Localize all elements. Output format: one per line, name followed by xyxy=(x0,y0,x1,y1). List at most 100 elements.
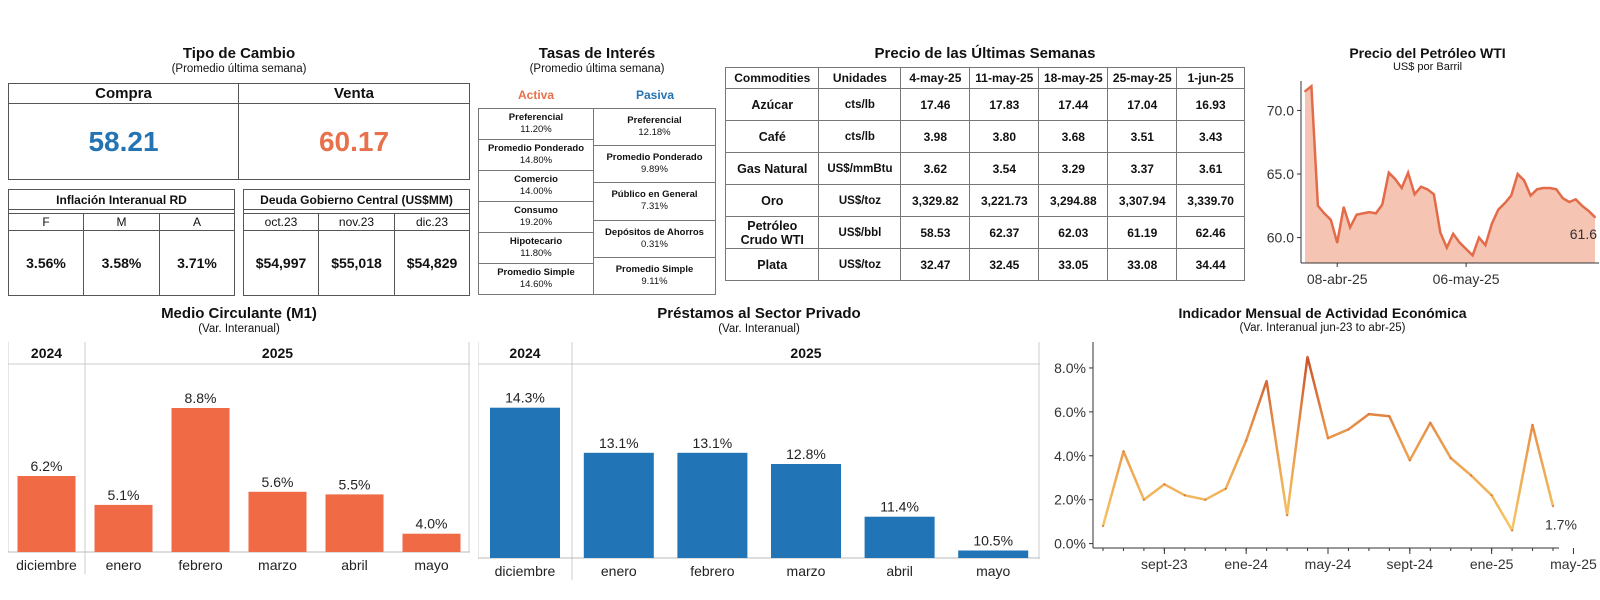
wti-point xyxy=(1516,173,1519,175)
rate-label: Depósitos de Ahorros xyxy=(605,226,704,238)
commodity-price: 17.44 xyxy=(1038,88,1109,121)
m1-category-label: diciembre xyxy=(16,557,77,573)
imae-x-tick-label: sept-23 xyxy=(1141,556,1188,572)
loans-category-label: mayo xyxy=(976,563,1010,579)
wti-chart: 60.0 65.0 70.0 08-abr-25 06-may-25 61.6 xyxy=(1267,81,1599,287)
wti-y-tick-label: 60.0 xyxy=(1267,230,1294,246)
loans-bar xyxy=(771,464,841,558)
commodity-price: 58.53 xyxy=(900,216,971,249)
imae-point xyxy=(1245,439,1248,442)
rates-active-label: Activa xyxy=(517,88,555,102)
wti-point xyxy=(1452,232,1455,235)
m1-group-label: 2024 xyxy=(31,345,62,361)
weekly-header-cell: 1-jun-25 xyxy=(1176,67,1245,89)
commodity-name: Petróleo Crudo WTI xyxy=(724,216,820,249)
debt-col-oct: oct.23 xyxy=(244,213,319,231)
wti-point xyxy=(1503,202,1506,205)
wti-point xyxy=(1478,236,1480,239)
commodity-price: 3.61 xyxy=(1176,152,1245,185)
m1-chart: 2024 2025 6.2% diciembre 5.1% enero 8.8% febrer… xyxy=(8,342,470,574)
m1-bar-label: 8.8% xyxy=(185,390,217,406)
imae-x-tick-label: may-25 xyxy=(1550,556,1597,572)
wti-point xyxy=(1497,208,1500,211)
weekly-row: Petróleo Crudo WTI US$/bbl 58.53 62.37 62.03… xyxy=(724,216,1245,249)
weekly-header-cell: 25-may-25 xyxy=(1107,67,1178,89)
rates-subtitle: (Promedio última semana) xyxy=(529,63,665,75)
wti-point xyxy=(1336,241,1339,244)
wti-point xyxy=(1387,171,1390,174)
imae-point xyxy=(1265,380,1268,383)
commodity-unit: US$/toz xyxy=(818,184,902,217)
rate-value: 14.60% xyxy=(519,279,553,290)
commodity-unit: cts/lb xyxy=(818,120,902,153)
inflation-title: Inflación Interanual RD xyxy=(9,190,234,210)
rates-title: Tasas de Interés xyxy=(538,45,656,62)
wti-point xyxy=(1407,171,1409,174)
weekly-header-row: Commodities Unidades 4-may-25 11-may-25 18-m… xyxy=(724,67,1245,89)
exchange-title: Tipo de Cambio xyxy=(182,45,296,62)
commodity-unit: US$/bbl xyxy=(818,216,902,249)
loans-group-label: 2025 xyxy=(790,345,821,361)
commodity-price: 3.43 xyxy=(1176,120,1245,153)
loans-bar-label: 11.4% xyxy=(880,499,919,515)
imae-point xyxy=(1204,498,1207,501)
imae-point xyxy=(1470,474,1473,477)
buy-value: 58.21 xyxy=(9,104,239,179)
imae-last-value-label: 1.7% xyxy=(1545,516,1577,532)
imae-point xyxy=(1327,437,1329,440)
loans-category-label: febrero xyxy=(690,563,735,579)
commodity-price: 61.19 xyxy=(1107,216,1178,249)
rate-label: Promedio Ponderado xyxy=(606,152,703,164)
m1-bar xyxy=(402,533,461,552)
imae-x-tick-label: sept-24 xyxy=(1386,556,1433,572)
imae-y-tick-label: 2.0% xyxy=(1054,492,1086,508)
loans-bar xyxy=(958,550,1029,558)
commodity-price: 3.62 xyxy=(900,152,971,185)
rate-label: Consumo xyxy=(514,205,558,216)
imae-point xyxy=(1429,421,1432,424)
commodity-price: 62.37 xyxy=(969,216,1040,249)
loans-subtitle: (Var. Interanual) xyxy=(718,323,800,335)
rate-value: 14.00% xyxy=(519,186,553,197)
rate-active-item: Comercio 14.00% xyxy=(478,170,594,202)
commodity-unit: cts/lb xyxy=(818,88,902,121)
wti-last-value-label: 61.6 xyxy=(1570,226,1597,242)
imae-point xyxy=(1367,413,1370,416)
rate-value: 12.18% xyxy=(638,127,671,139)
commodity-price: 3,221.73 xyxy=(969,184,1040,217)
imae-point xyxy=(1286,514,1289,517)
imae-point xyxy=(1102,525,1104,527)
wti-point xyxy=(1400,187,1403,189)
imae-point xyxy=(1388,415,1391,418)
debt-value-oct: $54,997 xyxy=(244,231,319,295)
weekly-header-cell: Commodities xyxy=(724,67,820,89)
commodity-unit: US$/mmBtu xyxy=(818,152,902,185)
wti-title: Precio del Petróleo WTI xyxy=(1349,45,1506,61)
loans-group-label: 2024 xyxy=(509,345,540,361)
commodity-price: 3,339.70 xyxy=(1176,184,1245,217)
commodity-name: Plata xyxy=(724,248,820,281)
debt-value-nov: $55,018 xyxy=(319,231,395,295)
rate-active-item: Hipotecario 11.80% xyxy=(478,232,594,264)
loans-bar xyxy=(583,452,654,558)
wti-point xyxy=(1523,179,1525,182)
loans-chart: 2024 2025 14.3% diciembre 13.1% enero 13.1% feb… xyxy=(478,342,1040,580)
commodity-price: 3.54 xyxy=(969,152,1040,185)
commodity-price: 17.04 xyxy=(1107,88,1178,121)
rate-passive-item: Depósitos de Ahorros 0.31% xyxy=(593,219,716,258)
wti-line xyxy=(1304,83,1596,258)
loans-bar-label: 12.8% xyxy=(786,446,826,462)
wti-point xyxy=(1568,201,1571,203)
rate-value: 11.20% xyxy=(520,124,552,135)
wti-point xyxy=(1549,187,1551,189)
m1-bar-label: 6.2% xyxy=(31,458,63,474)
imae-point xyxy=(1347,428,1350,431)
wti-point xyxy=(1529,194,1532,197)
imae-line xyxy=(1101,355,1555,532)
m1-category-label: mayo xyxy=(414,557,448,573)
m1-bar xyxy=(325,494,384,552)
commodity-name: Oro xyxy=(724,184,820,217)
wti-point xyxy=(1581,204,1583,207)
commodity-price: 32.45 xyxy=(969,248,1040,281)
rate-label: Hipotecario xyxy=(509,236,563,247)
